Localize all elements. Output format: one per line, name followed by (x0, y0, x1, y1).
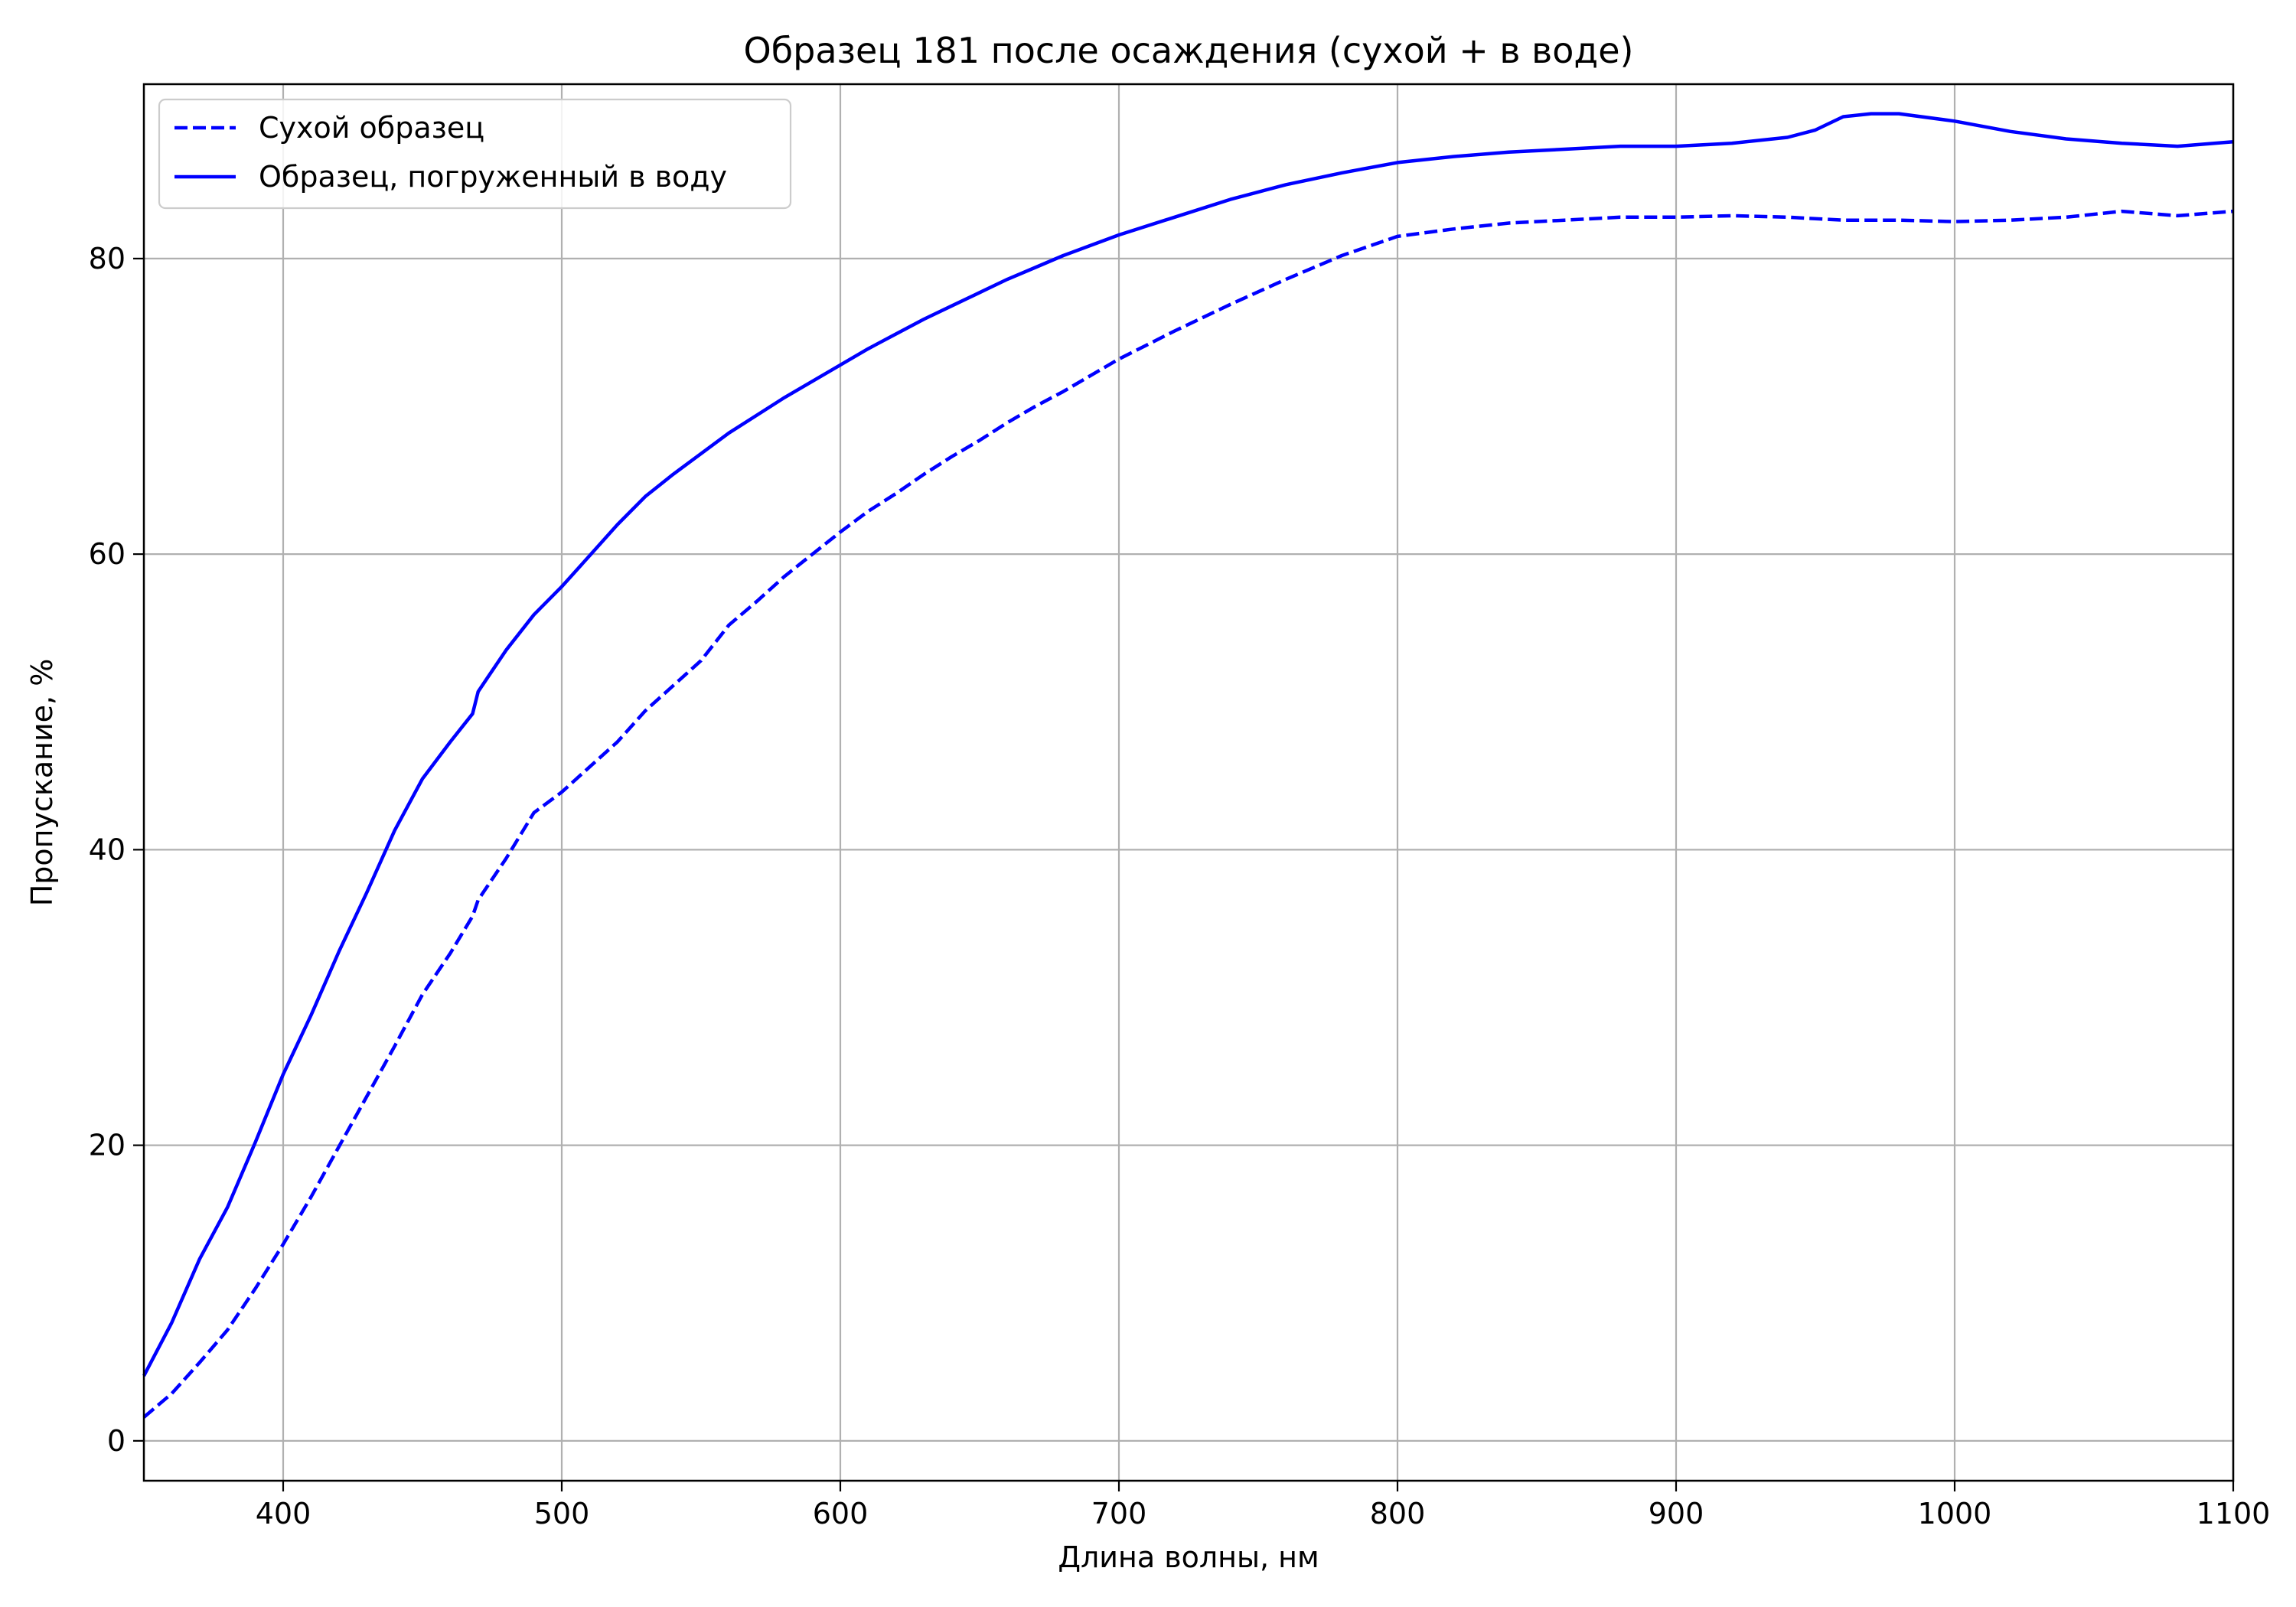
series-lines (142, 112, 2234, 1419)
plot-frame (142, 83, 2235, 1482)
x-tick-label: 1100 (2197, 1497, 2271, 1530)
grid (144, 84, 2235, 1481)
y-tick-label: 20 (89, 1129, 126, 1162)
y-tick-label: 0 (107, 1424, 126, 1458)
x-tick-label: 500 (534, 1497, 590, 1530)
legend: Сухой образец Образец, погруженный в воду (158, 98, 792, 210)
axis-ticks: 400 500 600 700 800 900 1000 1100 0 20 40 60 80 (89, 242, 2271, 1530)
x-tick-label: 600 (813, 1497, 869, 1530)
series-line-wet (142, 112, 2234, 1377)
y-tick-label: 60 (89, 537, 126, 571)
legend-label: Сухой образец (259, 111, 484, 145)
x-tick-label: 900 (1649, 1497, 1704, 1530)
legend-label: Образец, погруженный в воду (259, 160, 727, 194)
series-line-dry (142, 209, 2234, 1419)
y-tick-label: 80 (89, 242, 126, 275)
x-tick-label: 700 (1091, 1497, 1147, 1530)
legend-box (158, 98, 792, 210)
x-tick-label: 800 (1370, 1497, 1426, 1530)
y-tick-label: 40 (89, 833, 126, 866)
chart-title: Образец 181 после осаждения (сухой + в в… (744, 30, 1634, 71)
x-tick-label: 400 (256, 1497, 311, 1530)
x-axis-label: Длина волны, нм (1058, 1540, 1319, 1574)
x-tick-label: 1000 (1918, 1497, 1992, 1530)
y-axis-label: Пропускание, % (25, 659, 59, 907)
